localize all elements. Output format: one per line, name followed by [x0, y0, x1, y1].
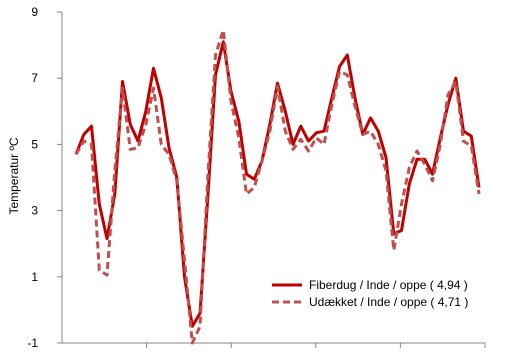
legend-label-2: Udækket / Inde / oppe ( 4,71 ) — [309, 295, 468, 309]
legend: Fiberdug / Inde / oppe ( 4,94 ) Udækket /… — [272, 278, 468, 309]
y-axis-title: Temperatur ºC — [7, 137, 21, 214]
y-tick-label: 1 — [31, 270, 38, 284]
y-tick-label: 7 — [31, 71, 38, 85]
y-tick-label: 9 — [31, 5, 38, 19]
series-line-1 — [74, 40, 481, 328]
y-tick-label: -1 — [27, 336, 38, 349]
y-tick-label: 5 — [31, 137, 38, 151]
y-tick-label: 3 — [31, 204, 38, 218]
axes: -1 1 3 5 7 9 — [27, 5, 486, 350]
series-line-2 — [74, 28, 481, 345]
series-lines — [74, 28, 481, 345]
legend-label-1: Fiberdug / Inde / oppe ( 4,94 ) — [309, 278, 468, 292]
